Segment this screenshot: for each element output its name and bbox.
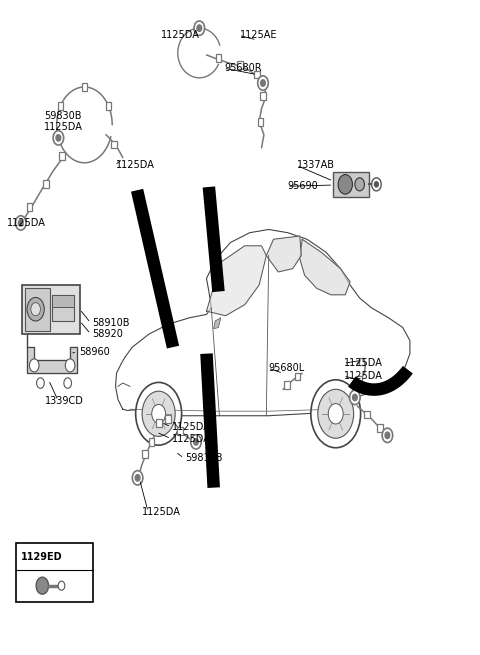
Circle shape — [58, 581, 65, 590]
Circle shape — [27, 297, 44, 321]
Text: 1337AB: 1337AB — [298, 160, 336, 170]
Circle shape — [65, 359, 75, 372]
Polygon shape — [116, 229, 410, 416]
Circle shape — [258, 76, 268, 90]
Bar — [177, 427, 183, 435]
Circle shape — [328, 403, 343, 424]
Bar — [59, 153, 65, 160]
Bar — [143, 450, 148, 458]
Circle shape — [194, 21, 204, 35]
Circle shape — [193, 439, 198, 445]
Bar — [106, 102, 111, 110]
Text: 59810B: 59810B — [185, 453, 222, 463]
Text: 95680R: 95680R — [224, 63, 262, 73]
Circle shape — [152, 404, 166, 423]
Text: 1129ED: 1129ED — [21, 552, 62, 562]
Text: 1125DA: 1125DA — [116, 160, 155, 170]
Text: 59830B: 59830B — [44, 111, 81, 121]
Text: 1125DA: 1125DA — [344, 371, 383, 381]
Circle shape — [56, 135, 61, 141]
Circle shape — [311, 380, 360, 448]
Polygon shape — [266, 236, 301, 272]
Bar — [165, 415, 171, 423]
Bar — [260, 92, 266, 100]
Bar — [149, 438, 155, 446]
Text: 95680L: 95680L — [269, 363, 305, 373]
Bar — [156, 419, 161, 427]
Bar — [356, 376, 361, 384]
Text: 1125DA: 1125DA — [172, 434, 211, 443]
Text: 1125DA: 1125DA — [44, 122, 83, 132]
Bar — [333, 172, 369, 196]
Polygon shape — [27, 334, 77, 373]
Text: 58910B: 58910B — [93, 318, 130, 328]
Circle shape — [191, 435, 201, 449]
Bar — [16, 543, 93, 602]
Circle shape — [355, 178, 364, 191]
Circle shape — [197, 25, 202, 31]
Circle shape — [15, 215, 26, 230]
Text: 1339CD: 1339CD — [45, 396, 84, 405]
Polygon shape — [206, 246, 266, 316]
Circle shape — [136, 383, 181, 445]
Circle shape — [261, 80, 265, 86]
Bar — [58, 102, 63, 110]
Text: 1125DA: 1125DA — [142, 507, 181, 517]
Text: 1125AE: 1125AE — [240, 30, 277, 41]
Text: 95690: 95690 — [288, 181, 319, 191]
Circle shape — [132, 471, 143, 485]
Bar — [26, 202, 32, 210]
Bar — [111, 141, 117, 149]
Bar — [258, 118, 264, 126]
Bar — [82, 83, 87, 91]
Circle shape — [31, 303, 40, 316]
Bar — [216, 54, 221, 62]
Circle shape — [352, 394, 357, 401]
Bar — [364, 411, 370, 419]
Circle shape — [135, 475, 140, 481]
Bar — [22, 285, 80, 334]
Circle shape — [36, 378, 44, 388]
Circle shape — [18, 219, 23, 226]
Circle shape — [374, 181, 378, 187]
Circle shape — [372, 178, 381, 191]
Bar — [295, 373, 300, 381]
Bar — [359, 358, 364, 365]
Circle shape — [142, 391, 175, 436]
Circle shape — [36, 577, 48, 594]
Circle shape — [318, 389, 354, 438]
Polygon shape — [214, 318, 221, 329]
Bar — [377, 424, 383, 432]
Polygon shape — [300, 239, 350, 295]
Bar — [237, 61, 243, 69]
Circle shape — [349, 390, 360, 405]
Bar — [43, 179, 49, 187]
Circle shape — [382, 428, 393, 443]
Circle shape — [53, 130, 64, 145]
Circle shape — [64, 378, 72, 388]
Text: 58960: 58960 — [79, 346, 109, 357]
Circle shape — [338, 174, 352, 194]
Text: 1125DA: 1125DA — [172, 422, 211, 432]
Text: 1125DA: 1125DA — [344, 358, 383, 369]
Bar — [52, 295, 74, 321]
Circle shape — [29, 359, 39, 372]
Bar — [52, 295, 74, 307]
Bar — [24, 288, 49, 331]
Text: 1125DA: 1125DA — [161, 30, 200, 41]
Bar — [284, 381, 290, 389]
Bar — [254, 71, 260, 79]
Text: 1125DA: 1125DA — [7, 218, 46, 228]
Text: 58920: 58920 — [93, 329, 123, 339]
Circle shape — [385, 432, 390, 439]
